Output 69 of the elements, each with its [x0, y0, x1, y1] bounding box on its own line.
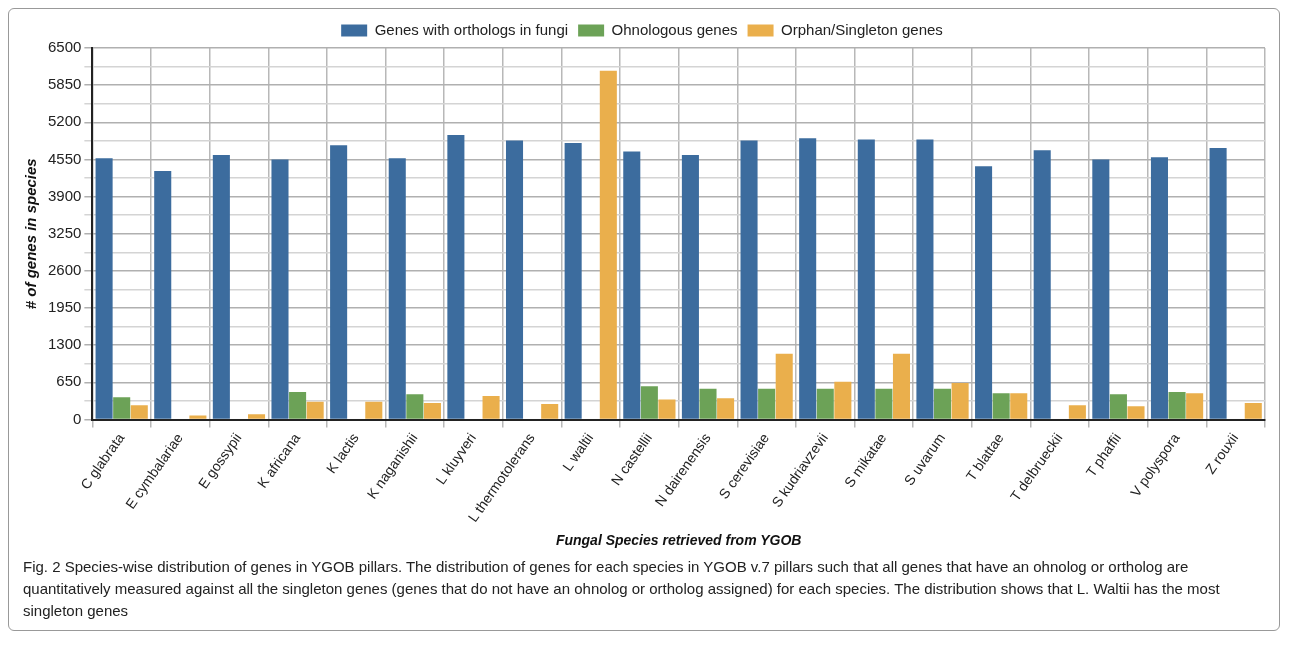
bar: [951, 382, 969, 419]
bar: [740, 140, 758, 419]
bar: [623, 151, 641, 419]
bar: [875, 388, 893, 419]
y-tick-label: 5850: [47, 75, 82, 93]
bar: [699, 388, 717, 419]
bar: [113, 397, 131, 419]
y-tick-label: 5200: [47, 112, 82, 130]
y-tick-label: 650: [56, 372, 82, 390]
bar: [934, 388, 952, 419]
bar: [1033, 150, 1051, 419]
bar: [892, 353, 911, 419]
bar: [505, 140, 524, 419]
caption: Fig. 2 Species-wise distribution of genes in YGOB pillars. The distribution of genes for each species in YGOB v.7 pillars such that all genes that have an ohnolog or ortholog are quantitatively measured against all the singleton genes (genes that do not have an ohnolog or ortholog assigned) for each species. The distribution shows that L. Waltii has the most singleton genes: [22, 557, 1221, 621]
bar: [1092, 159, 1110, 419]
bar: [775, 353, 793, 419]
bar: [658, 399, 676, 419]
bar: [423, 402, 441, 419]
x-axis-title: Fungal Species retrieved from YGOB: [555, 532, 802, 549]
bar: [1209, 148, 1227, 419]
y-axis-title: # of genes in species: [22, 158, 40, 310]
bar: [975, 166, 993, 419]
bar: [95, 158, 113, 419]
bar: [212, 154, 230, 419]
bar: [271, 159, 289, 419]
y-tick-label: 1300: [47, 335, 82, 353]
y-tick-label: 3250: [47, 223, 82, 241]
bar: [406, 394, 424, 419]
bar: [130, 405, 148, 419]
bar: [1244, 402, 1262, 419]
y-tick-label: 0: [73, 409, 82, 427]
y-tick-label: 4550: [47, 149, 82, 167]
bar: [482, 396, 500, 419]
bar: [447, 134, 465, 419]
bar: [1068, 405, 1086, 419]
bar: [564, 142, 582, 419]
bar: [799, 138, 817, 419]
bar: [154, 170, 172, 419]
bar: [541, 404, 559, 419]
bar: [916, 139, 934, 419]
bar: [306, 401, 324, 419]
bar: [1109, 394, 1127, 419]
bar: [365, 401, 383, 419]
bar: [388, 158, 406, 419]
bar: [681, 154, 699, 419]
bar: [857, 139, 875, 419]
y-tick-label: 1950: [47, 298, 82, 316]
bar: [289, 392, 307, 419]
bar: [992, 393, 1010, 419]
bar: [816, 388, 834, 419]
y-tick-label: 2600: [47, 261, 82, 279]
bar: [834, 381, 852, 419]
legend-label: Genes with orthologs in fungi: [374, 20, 569, 38]
bar: [640, 386, 658, 419]
bar: [1150, 157, 1168, 419]
legend-label: Ohnologous genes: [611, 20, 738, 38]
y-tick-label: 3900: [47, 186, 82, 204]
bar: [758, 388, 776, 419]
bar: [1168, 392, 1186, 419]
y-tick-label: 6500: [47, 38, 82, 56]
legend-label: Orphan/Singleton genes: [781, 20, 943, 38]
bar: [330, 145, 348, 419]
bar: [717, 398, 735, 419]
bar: [1186, 393, 1204, 419]
bar: [248, 414, 266, 419]
bar: [1127, 406, 1145, 419]
bar: [599, 70, 617, 419]
bar: [1010, 393, 1028, 419]
bar: [189, 415, 207, 419]
